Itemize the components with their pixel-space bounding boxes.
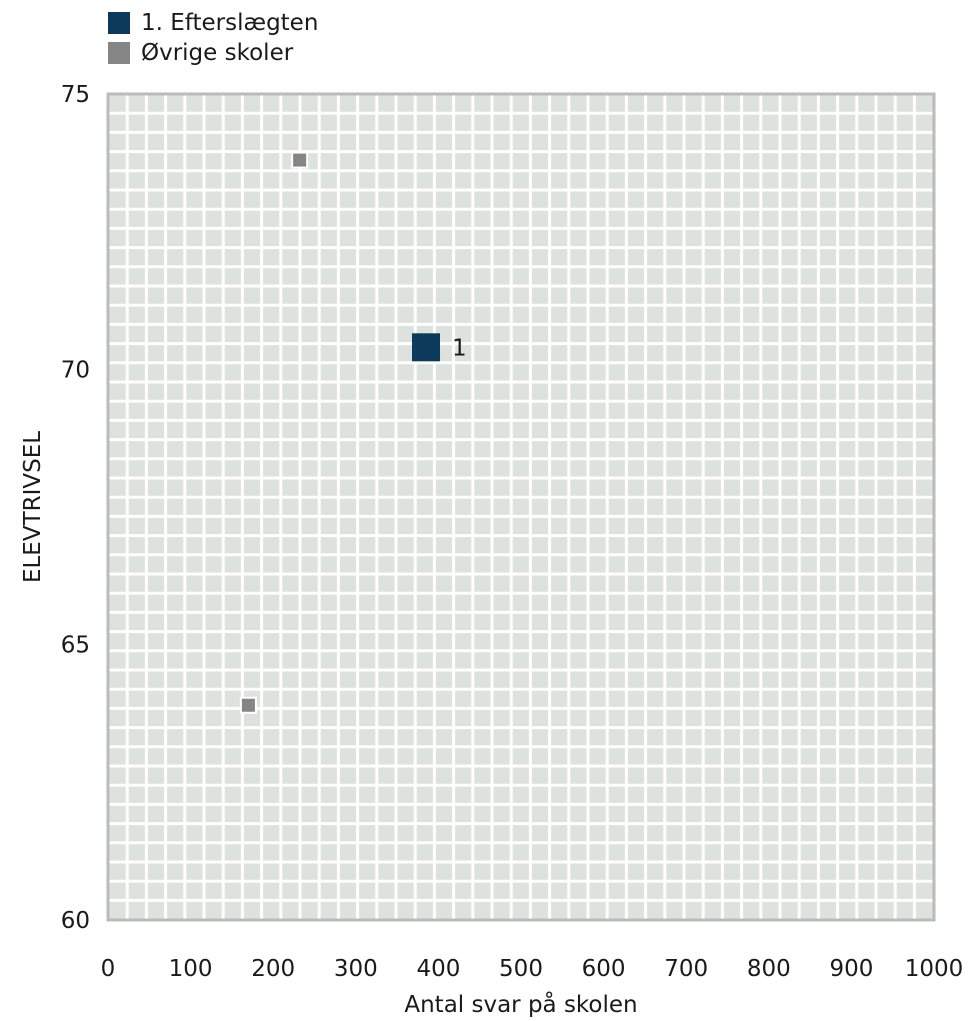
x-tick-label: 0	[101, 956, 116, 982]
plot-border	[106, 92, 936, 922]
x-tick-label: 400	[416, 956, 460, 982]
legend-item-efterslaegten: 1. Efterslægten	[108, 8, 318, 38]
x-tick-label: 700	[664, 956, 708, 982]
plot-area	[108, 94, 934, 920]
y-axis-title: ELEVTRIVSEL	[20, 431, 46, 583]
x-tick-label: 600	[582, 956, 626, 982]
data-point-efterslaegten	[412, 333, 441, 362]
grid	[108, 94, 934, 920]
y-tick-label: 65	[61, 633, 90, 659]
x-tick-label: 300	[334, 956, 378, 982]
x-tick-label: 200	[251, 956, 295, 982]
legend: 1. Efterslægten Øvrige skoler	[108, 8, 318, 68]
data-points: 1	[239, 151, 467, 714]
legend-label-oevrige-skoler: Øvrige skoler	[141, 40, 294, 66]
y-tick-label: 75	[61, 82, 90, 108]
x-tick-label: 800	[747, 956, 791, 982]
data-point-oevrige-skoler	[293, 153, 307, 167]
x-axis-title: Antal svar på skolen	[404, 990, 637, 1018]
y-tick-label: 60	[61, 908, 90, 934]
x-tick-label: 1000	[905, 956, 964, 982]
y-axis-ticks: 60 65 70 75	[61, 82, 90, 934]
x-tick-label: 100	[169, 956, 213, 982]
data-point-oevrige-skoler	[241, 698, 255, 712]
x-axis-ticks: 0 100 200 300 400 500 600 700 800 900 1000	[101, 956, 964, 982]
legend-swatch-oevrige-skoler	[108, 42, 130, 64]
legend-label-efterslaegten: 1. Efterslægten	[141, 10, 319, 36]
x-tick-label: 900	[829, 956, 873, 982]
data-point-label: 1	[452, 335, 467, 361]
x-tick-label: 500	[499, 956, 543, 982]
y-tick-label: 70	[61, 357, 90, 383]
legend-item-oevrige-skoler: Øvrige skoler	[108, 38, 318, 68]
legend-swatch-efterslaegten	[108, 12, 130, 34]
